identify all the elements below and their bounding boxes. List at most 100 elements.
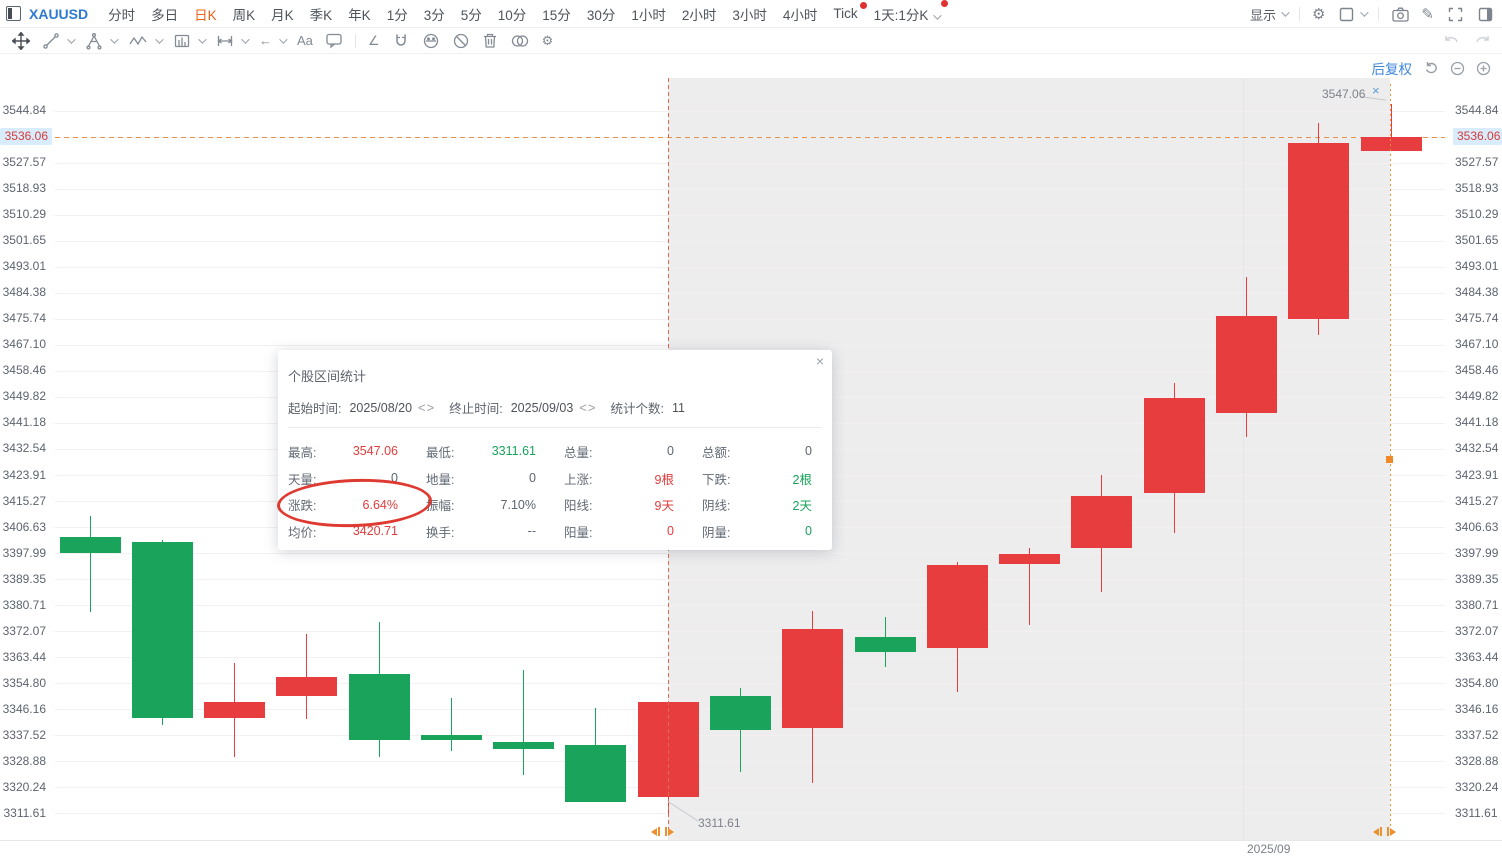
gridline: [55, 683, 1445, 685]
zoom-in-icon[interactable]: [1474, 59, 1492, 77]
y-axis-label-left: 3449.82: [2, 389, 46, 404]
y-axis-label-right: 3328.88: [1455, 753, 1499, 768]
adjust-mode-label[interactable]: 后复权: [1371, 62, 1413, 77]
y-axis-label-left: 3441.18: [2, 415, 46, 430]
y-axis-label-right: 3510.29: [1455, 207, 1499, 222]
timeframe-item[interactable]: 分时: [108, 7, 136, 23]
candle-body[interactable]: [276, 676, 338, 696]
y-axis-label-left: 3475.74: [2, 311, 46, 326]
timeframe-item[interactable]: 日K: [194, 7, 217, 23]
measure-tool-button[interactable]: [212, 32, 251, 50]
candle-body[interactable]: [782, 629, 844, 728]
chevron-left-icon: <: [579, 400, 588, 415]
timeframe-item[interactable]: 3分: [423, 7, 445, 23]
candle-body[interactable]: [1143, 397, 1205, 494]
close-icon[interactable]: ×: [815, 353, 824, 369]
candle-body[interactable]: [131, 541, 193, 718]
end-time-stepper[interactable]: < >: [579, 400, 596, 415]
stats-range-tool-button[interactable]: [169, 32, 208, 50]
timeframe-item[interactable]: 周K: [232, 7, 256, 23]
stat-cell: 阳量: 0: [564, 524, 674, 540]
timeframe-item[interactable]: 季K: [309, 7, 333, 23]
start-time-stepper[interactable]: < >: [418, 400, 435, 415]
stats-panel[interactable]: 个股区间统计 × 起始时间: 2025/08/20 < > 终止时间: 2025/…: [278, 350, 832, 550]
gear-icon[interactable]: ⚙: [1311, 5, 1326, 23]
continuous-drawing-icon[interactable]: [418, 32, 444, 50]
symbol-label[interactable]: XAUUSD: [29, 5, 89, 22]
candle-body[interactable]: [204, 702, 266, 718]
fullscreen-icon[interactable]: [1446, 5, 1464, 23]
timeframe-item[interactable]: 3小时: [732, 7, 767, 23]
timeframe-item[interactable]: 1小时: [631, 7, 666, 23]
candle-body[interactable]: [59, 537, 121, 554]
hide-drawings-icon[interactable]: [448, 32, 474, 50]
range-start-handle[interactable]: [651, 827, 675, 836]
side-panel-icon[interactable]: [1476, 5, 1494, 23]
timeframe-item[interactable]: 2小时: [681, 7, 717, 23]
timeframe-menu: 分时 多日 日K 周K 月K 季K 年K 1分 3分 5分 10分 15分 30分 1小时 2小时 3小时 4小…: [100, 0, 949, 24]
timeframe-item[interactable]: 5分: [460, 7, 482, 23]
draw-settings-icon[interactable]: ⚙: [541, 32, 554, 48]
text-tool-button[interactable]: Aa: [293, 33, 317, 48]
stats-panel-title: 个股区间统计: [288, 369, 367, 384]
timeframe-item[interactable]: 10分: [497, 7, 527, 23]
candle-body[interactable]: [420, 735, 482, 740]
candle-body[interactable]: [926, 565, 988, 649]
topbar-right-cluster: 显示 ⚙ ✎: [1250, 0, 1494, 28]
candle-body[interactable]: [1215, 315, 1277, 413]
current-price-tag-left: 3536.06: [0, 128, 52, 146]
cursor-move-icon[interactable]: [8, 31, 34, 50]
stats-date-row: 起始时间: 2025/08/20 < > 终止时间: 2025/09/03 < > …: [288, 398, 691, 417]
magnet-tool-button[interactable]: [388, 32, 414, 50]
range-close-icon[interactable]: ×: [1372, 83, 1380, 98]
timeframe-item[interactable]: Tick: [825, 2, 867, 21]
redo-icon[interactable]: [1474, 32, 1492, 50]
zoom-out-icon[interactable]: [1448, 59, 1466, 77]
layout-box-button[interactable]: [1337, 5, 1370, 23]
window-menu-icon[interactable]: [6, 6, 21, 21]
camera-icon[interactable]: [1391, 5, 1409, 23]
timeframe-item[interactable]: 15分: [542, 7, 571, 23]
reset-zoom-icon[interactable]: [1422, 59, 1440, 77]
arrow-tool-button[interactable]: ←: [255, 33, 289, 48]
timeframe-item[interactable]: 30分: [586, 7, 616, 23]
range-midpoint-dot[interactable]: [1386, 456, 1393, 463]
angle-tool-button[interactable]: ∠: [364, 33, 384, 49]
undo-icon[interactable]: [1442, 32, 1460, 50]
candle-body[interactable]: [348, 673, 410, 740]
timeframe-item[interactable]: 年K: [348, 7, 371, 23]
x-axis-label: 2025/09: [1247, 842, 1291, 856]
timeframe-item[interactable]: 4小时: [782, 7, 818, 23]
range-end-handle[interactable]: [1373, 827, 1396, 836]
stat-cell: 总额: 0: [702, 444, 812, 460]
range-high-label: 3547.06: [1322, 87, 1366, 101]
comment-tool-button[interactable]: [321, 32, 347, 49]
pitchfork-tool-button[interactable]: [81, 32, 120, 50]
y-axis-label-left: 3501.65: [2, 233, 46, 248]
candle-body[interactable]: [1071, 496, 1133, 548]
timeframe-item[interactable]: 月K: [271, 7, 294, 23]
start-time-label: 起始时间:: [288, 402, 342, 416]
timeframe-item[interactable]: 多日: [151, 7, 179, 23]
start-time-value[interactable]: 2025/08/20: [349, 400, 413, 415]
candle-wick: [523, 670, 525, 775]
end-time-value[interactable]: 2025/09/03: [510, 400, 574, 415]
angle-icon: ∠: [367, 32, 380, 48]
candle-body[interactable]: [565, 745, 627, 803]
candle-body[interactable]: [1360, 136, 1422, 151]
trash-icon[interactable]: [478, 32, 502, 49]
candle-body[interactable]: [1288, 142, 1350, 319]
candle-body[interactable]: [493, 742, 555, 750]
compare-overlay-icon[interactable]: [506, 33, 534, 49]
timeframe-item[interactable]: 1分: [386, 7, 408, 23]
display-menu-button[interactable]: 显示: [1250, 5, 1290, 24]
trendline-tool-button[interactable]: [38, 32, 77, 50]
candle-body[interactable]: [854, 637, 916, 652]
wave-pattern-tool-button[interactable]: [124, 32, 165, 50]
candle-body[interactable]: [710, 695, 772, 731]
candle-body[interactable]: [999, 554, 1061, 564]
pencil-icon[interactable]: ✎: [1421, 5, 1434, 23]
chevron-down-icon: [155, 34, 164, 44]
y-axis-label-left: 3458.46: [2, 363, 46, 378]
timeframe-item[interactable]: 1天:1分K: [866, 0, 949, 24]
